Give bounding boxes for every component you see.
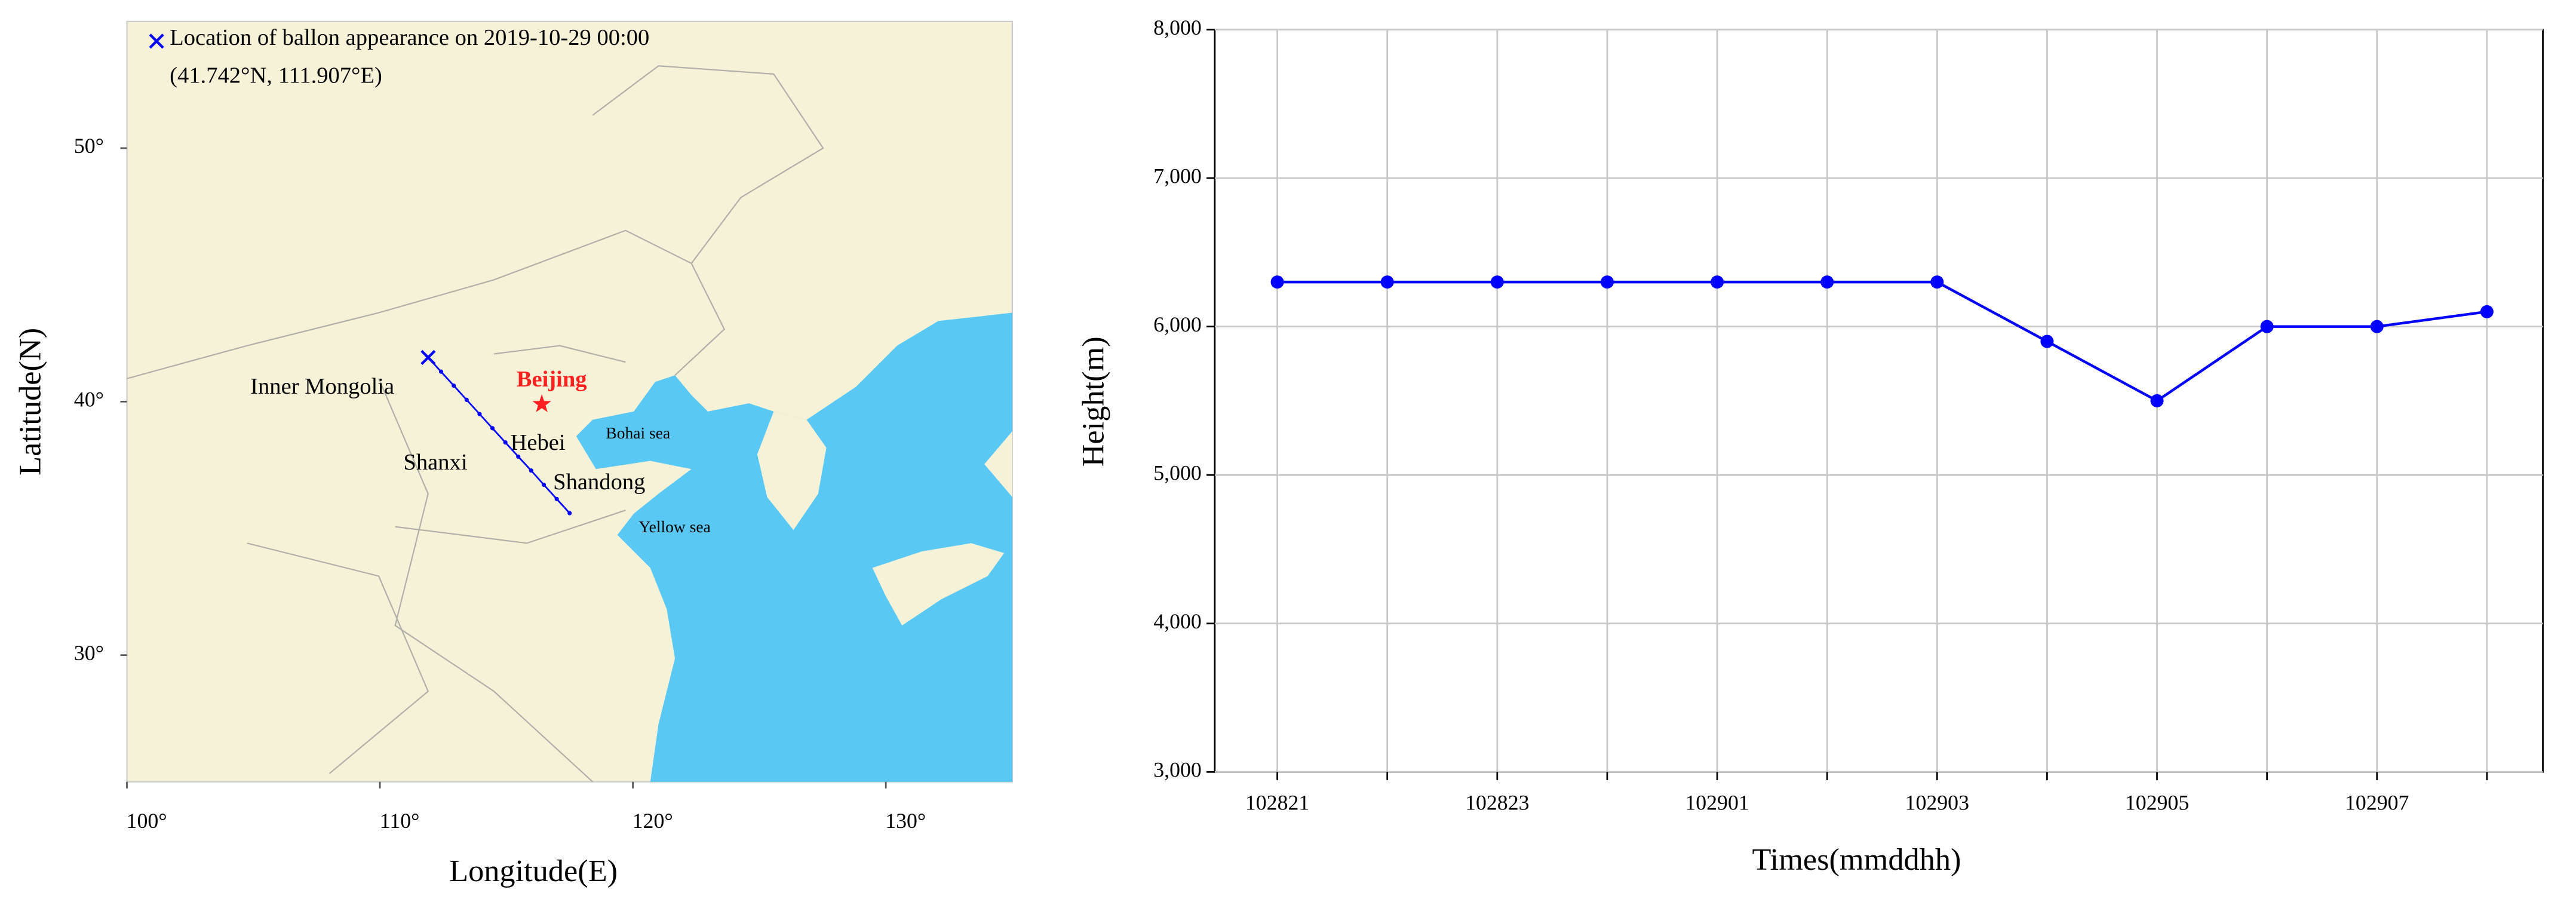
- x-tick-label: 100°: [127, 809, 167, 833]
- place-label: Hebei: [511, 430, 566, 455]
- place-label: Inner Mongolia: [250, 374, 394, 399]
- x-tick-label: 130°: [885, 809, 926, 833]
- series-line: [1277, 280, 2488, 403]
- data-point: [2150, 394, 2164, 407]
- y-tick-label: 4,000: [1153, 609, 1202, 633]
- track-line: [427, 357, 570, 514]
- y-tick-label: 50°: [74, 134, 104, 158]
- data-point: [1930, 275, 1944, 289]
- sea-label: Bohai sea: [606, 424, 670, 442]
- city-label: Beijing: [517, 367, 587, 392]
- map-background: [126, 20, 1014, 783]
- plot-frame: [1214, 29, 2544, 773]
- track-point: [567, 511, 572, 516]
- legend-label: Location of ballon appearance on 2019-10…: [170, 25, 649, 50]
- track-point: [464, 397, 469, 402]
- x-tick-label: 102823: [1465, 791, 1529, 815]
- y-tick-label: 5,000: [1153, 461, 1202, 484]
- data-point: [1380, 275, 1394, 289]
- start-marker: [420, 349, 436, 365]
- x-tick-label: 102905: [2125, 791, 2189, 815]
- y-axis-label: Height(m): [1076, 336, 1111, 467]
- track-point: [516, 454, 521, 459]
- y-tick-label: 7,000: [1153, 164, 1202, 188]
- track-point: [554, 496, 559, 501]
- track-point: [452, 383, 456, 388]
- place-label: Shandong: [553, 470, 645, 495]
- data-point: [2370, 320, 2384, 333]
- data-point: [2480, 305, 2494, 318]
- data-point: [1490, 275, 1504, 289]
- y-tick-label: 6,000: [1153, 312, 1202, 336]
- y-tick-label: 8,000: [1153, 16, 1202, 39]
- data-point: [1270, 275, 1284, 289]
- data-point: [1711, 275, 1724, 289]
- y-tick-label: 3,000: [1153, 758, 1202, 782]
- track-point: [529, 468, 533, 473]
- y-tick-label: 40°: [74, 388, 104, 412]
- place-label: Shanxi: [403, 450, 467, 475]
- data-point: [1600, 275, 1614, 289]
- data-point: [2040, 335, 2054, 348]
- x-axis-label: Longitude(E): [449, 854, 618, 888]
- legend-marker: [149, 33, 164, 49]
- x-tick-label: 120°: [633, 809, 673, 833]
- track-point: [503, 440, 508, 445]
- x-axis-label: Times(mmddhh): [1752, 842, 1961, 877]
- x-tick-label: 102903: [1905, 791, 1969, 815]
- y-axis-label: Latitude(N): [13, 328, 47, 475]
- track-point: [490, 426, 495, 431]
- track-point: [541, 482, 546, 487]
- sea-label: Yellow sea: [638, 517, 710, 536]
- x-tick-label: 110°: [380, 809, 420, 833]
- data-point: [2260, 320, 2274, 333]
- track-point: [477, 412, 482, 416]
- track-point: [438, 369, 444, 374]
- city-marker: [532, 394, 551, 412]
- data-point: [1820, 275, 1834, 289]
- x-tick-label: 102821: [1245, 791, 1309, 815]
- legend-coordinates: (41.742°N, 111.907°E): [170, 63, 382, 88]
- x-tick-label: 102901: [1685, 791, 1749, 815]
- x-tick-label: 102907: [2345, 791, 2409, 815]
- y-tick-label: 30°: [74, 641, 104, 665]
